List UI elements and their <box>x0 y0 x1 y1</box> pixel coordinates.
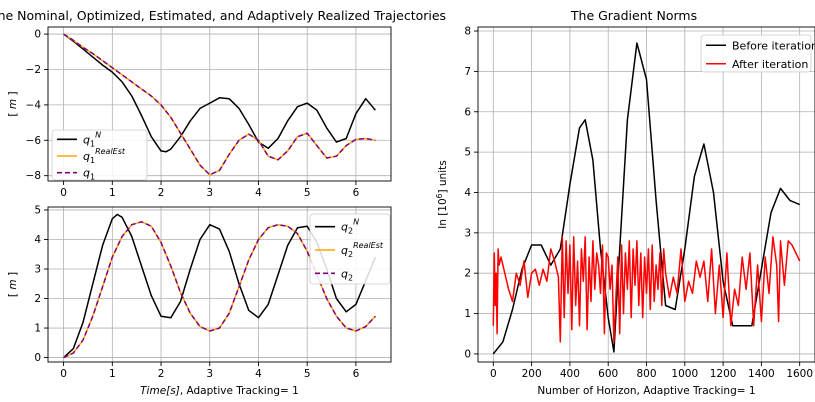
x-tick-label-3: 600 <box>598 368 618 380</box>
x-tick-label-0: 0 <box>490 368 497 380</box>
y-tick-label-7: 7 <box>464 66 471 78</box>
y-tick-label-2: 2 <box>34 293 41 305</box>
y-tick-label-4: 4 <box>34 234 41 246</box>
y-tick-label-4: −8 <box>26 170 41 182</box>
legend-label-0: q2N <box>341 218 359 236</box>
y-axis-label: [ m ] <box>7 272 19 297</box>
series-line-1 <box>492 236 801 343</box>
x-tick-label-0: 0 <box>60 187 67 199</box>
legend-box <box>700 34 812 73</box>
x-tick-label-6: 1200 <box>710 368 737 380</box>
y-tick-label-2: −4 <box>26 99 42 111</box>
y-tick-label-1: −2 <box>26 64 41 76</box>
legend-label-1: q2RealEst <box>341 241 384 259</box>
y-tick-label-0: 0 <box>34 29 41 41</box>
plot-frame <box>47 206 392 363</box>
series-line-2 <box>63 33 376 176</box>
legend-label-1: q1RealEst <box>83 147 126 165</box>
legend-box <box>309 213 391 285</box>
legend-label-1: After iteration <box>732 58 808 71</box>
series-line-0 <box>492 42 800 355</box>
x-axis-label: Number of Horizon, Adaptive Tracking= 1 <box>537 385 755 397</box>
series-line-0 <box>63 33 376 153</box>
plot-frame <box>47 26 392 182</box>
x-tick-label-6: 6 <box>353 368 360 380</box>
x-tick-label-4: 4 <box>255 368 262 380</box>
y-tick-label-3: −6 <box>26 135 42 147</box>
y-tick-label-0: 0 <box>464 348 471 360</box>
x-tick-label-8: 1600 <box>786 368 813 380</box>
x-tick-label-4: 800 <box>636 368 656 380</box>
y-tick-label-6: 6 <box>464 106 471 118</box>
x-axis-label: Time[s], Adaptive Tracking= 1 <box>140 385 299 397</box>
x-tick-label-5: 1000 <box>671 368 698 380</box>
y-tick-label-3: 3 <box>34 264 41 276</box>
y-tick-label-1: 1 <box>464 308 471 320</box>
legend: q2N q2RealEst q2 <box>309 213 391 285</box>
x-tick-label-2: 2 <box>158 368 165 380</box>
x-tick-label-3: 3 <box>206 368 213 380</box>
y-tick-label-3: 3 <box>464 227 471 239</box>
legend-label-0: Before iteration <box>732 39 815 52</box>
y-tick-label-0: 0 <box>34 352 41 364</box>
legend-label-2: q2 <box>341 267 353 282</box>
x-tick-label-2: 400 <box>560 368 580 380</box>
chart-bottom-left: 0 1 2 3 4 5 6 0 1 2 3 4 5 [ m ] Time[s], Adaptive Trac… <box>7 204 392 397</box>
legend: Before iteration After iteration <box>700 34 815 73</box>
y-tick-label-1: 1 <box>34 323 41 335</box>
y-tick-label-5: 5 <box>464 147 471 159</box>
y-tick-label-4: 4 <box>464 187 471 199</box>
x-tick-label-3: 3 <box>206 187 213 199</box>
x-tick-label-5: 5 <box>304 368 311 380</box>
right-figure-title: The Gradient Norms <box>570 8 697 23</box>
y-tick-label-8: 8 <box>464 26 471 38</box>
legend-box <box>51 129 148 181</box>
left-figure-title: The Nominal, Optimized, Estimated, and A… <box>0 8 446 23</box>
x-tick-label-1: 1 <box>109 368 116 380</box>
x-tick-label-6: 6 <box>353 187 360 199</box>
chart-right: 0 200 400 600 800 1000 1200 1400 1600 0 1 2 3 4 5 6 7 8 ln… <box>435 26 815 397</box>
y-axis-label: [ m ] <box>7 91 19 116</box>
x-tick-label-4: 4 <box>255 187 262 199</box>
x-tick-label-0: 0 <box>60 368 67 380</box>
x-tick-label-1: 1 <box>109 187 116 199</box>
legend-label-2: q1 <box>83 167 95 182</box>
y-tick-label-2: 2 <box>464 268 471 280</box>
legend-label-0: q1N <box>83 130 101 148</box>
series-line-2 <box>63 221 376 359</box>
x-tick-label-1: 200 <box>522 368 542 380</box>
y-axis-label: ln [106] units <box>435 160 449 228</box>
x-tick-label-2: 2 <box>158 187 165 199</box>
x-tick-label-5: 5 <box>304 187 311 199</box>
y-tick-label-5: 5 <box>34 204 41 216</box>
x-tick-label-7: 1400 <box>748 368 775 380</box>
